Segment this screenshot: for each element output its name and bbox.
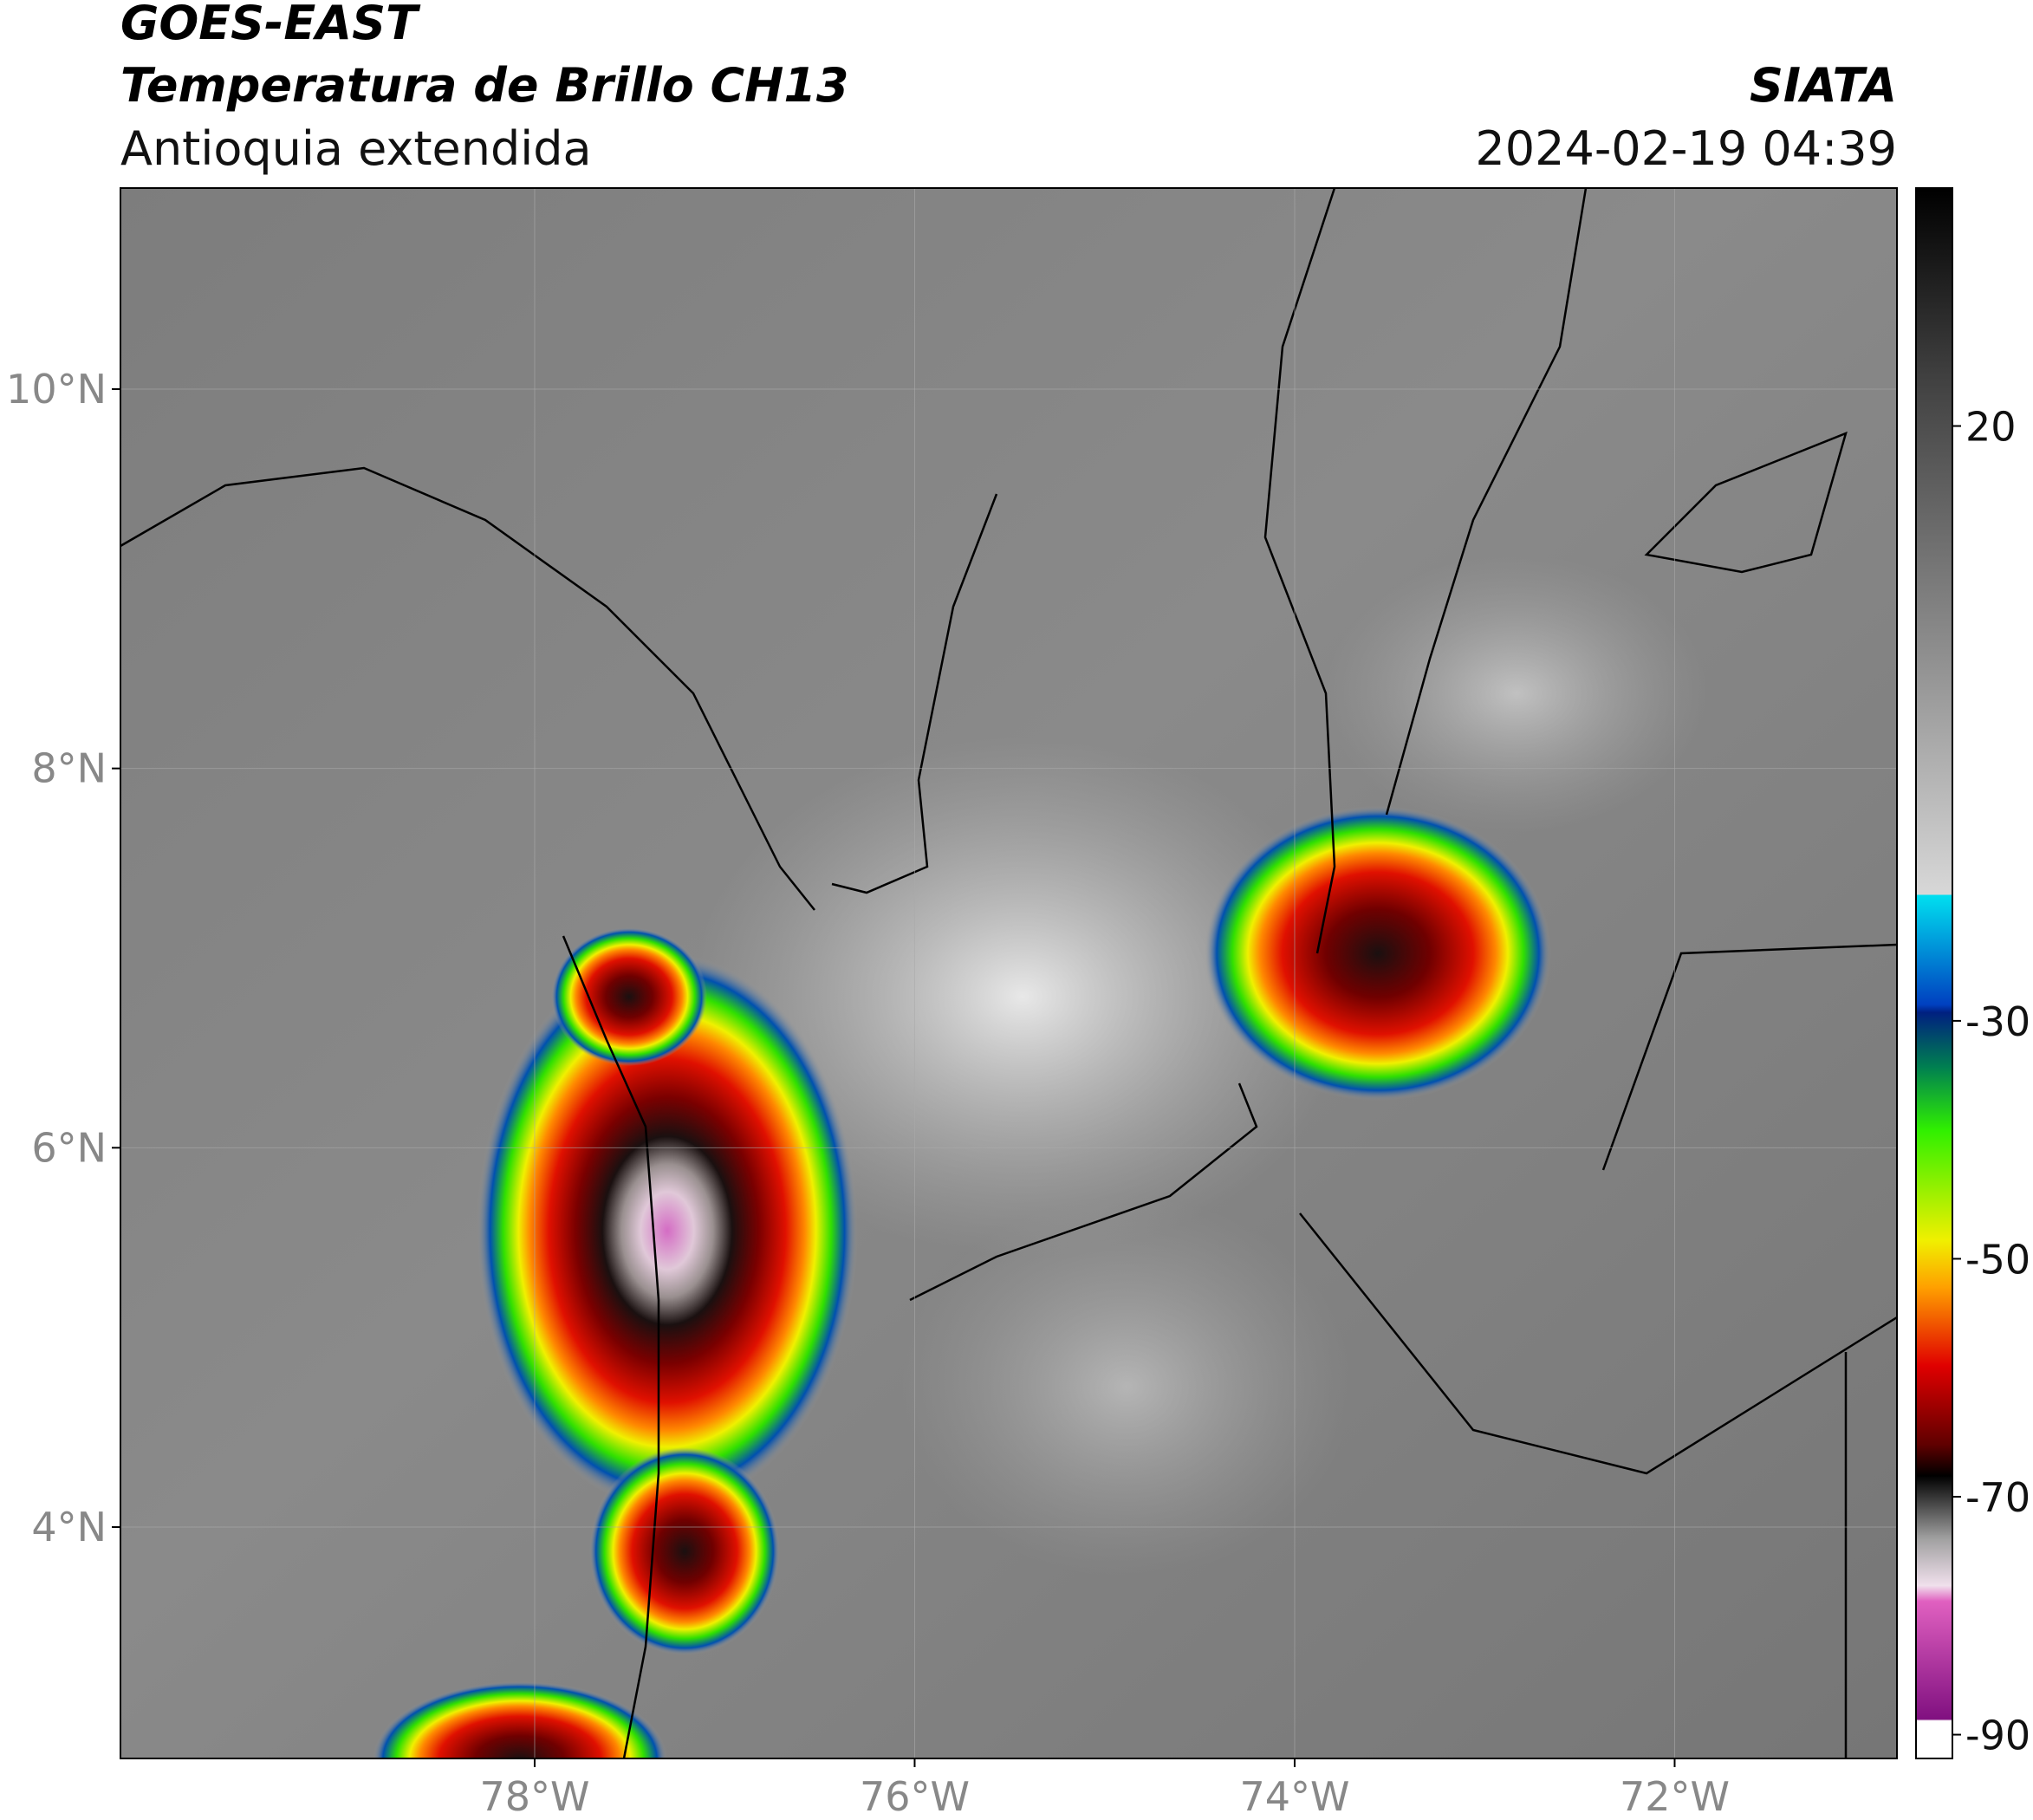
product: Temperatura de Brillo CH13 bbox=[120, 58, 849, 113]
map-image bbox=[120, 188, 1897, 1758]
storm bbox=[1205, 806, 1551, 1101]
storm bbox=[373, 1681, 667, 1758]
colorbar-label: -70 bbox=[1965, 1474, 2030, 1521]
satellite: GOES-EAST bbox=[120, 0, 421, 50]
storm bbox=[477, 953, 858, 1508]
lat-label: 4°N bbox=[31, 1504, 107, 1550]
map-frame bbox=[120, 187, 1898, 1759]
cloud bbox=[1326, 555, 1707, 832]
colorbar-label: 20 bbox=[1965, 404, 2017, 451]
colorbar-label: -30 bbox=[1965, 998, 2030, 1045]
borders bbox=[120, 188, 1897, 1758]
lon-label: 72°W bbox=[1620, 1773, 1730, 1820]
cloud bbox=[693, 737, 1352, 1257]
storm bbox=[551, 927, 707, 1066]
agency: SIATA bbox=[1750, 58, 1897, 113]
storm bbox=[589, 1447, 780, 1655]
region: Antioquia extendida bbox=[120, 121, 592, 176]
lat-label: 8°N bbox=[31, 745, 107, 792]
colorbar bbox=[1915, 187, 1953, 1759]
lat-label: 6°N bbox=[31, 1124, 107, 1171]
lon-label: 76°W bbox=[860, 1773, 970, 1820]
colorbar-label: -90 bbox=[1965, 1713, 2030, 1759]
graticule bbox=[120, 188, 1897, 1758]
lon-label: 78°W bbox=[479, 1773, 589, 1820]
datetime: 2024-02-19 04:39 bbox=[1475, 121, 1897, 176]
lat-label: 10°N bbox=[6, 366, 107, 413]
colorbar-label: -50 bbox=[1965, 1236, 2030, 1283]
lon-label: 74°W bbox=[1239, 1773, 1349, 1820]
cloud bbox=[901, 1196, 1352, 1577]
